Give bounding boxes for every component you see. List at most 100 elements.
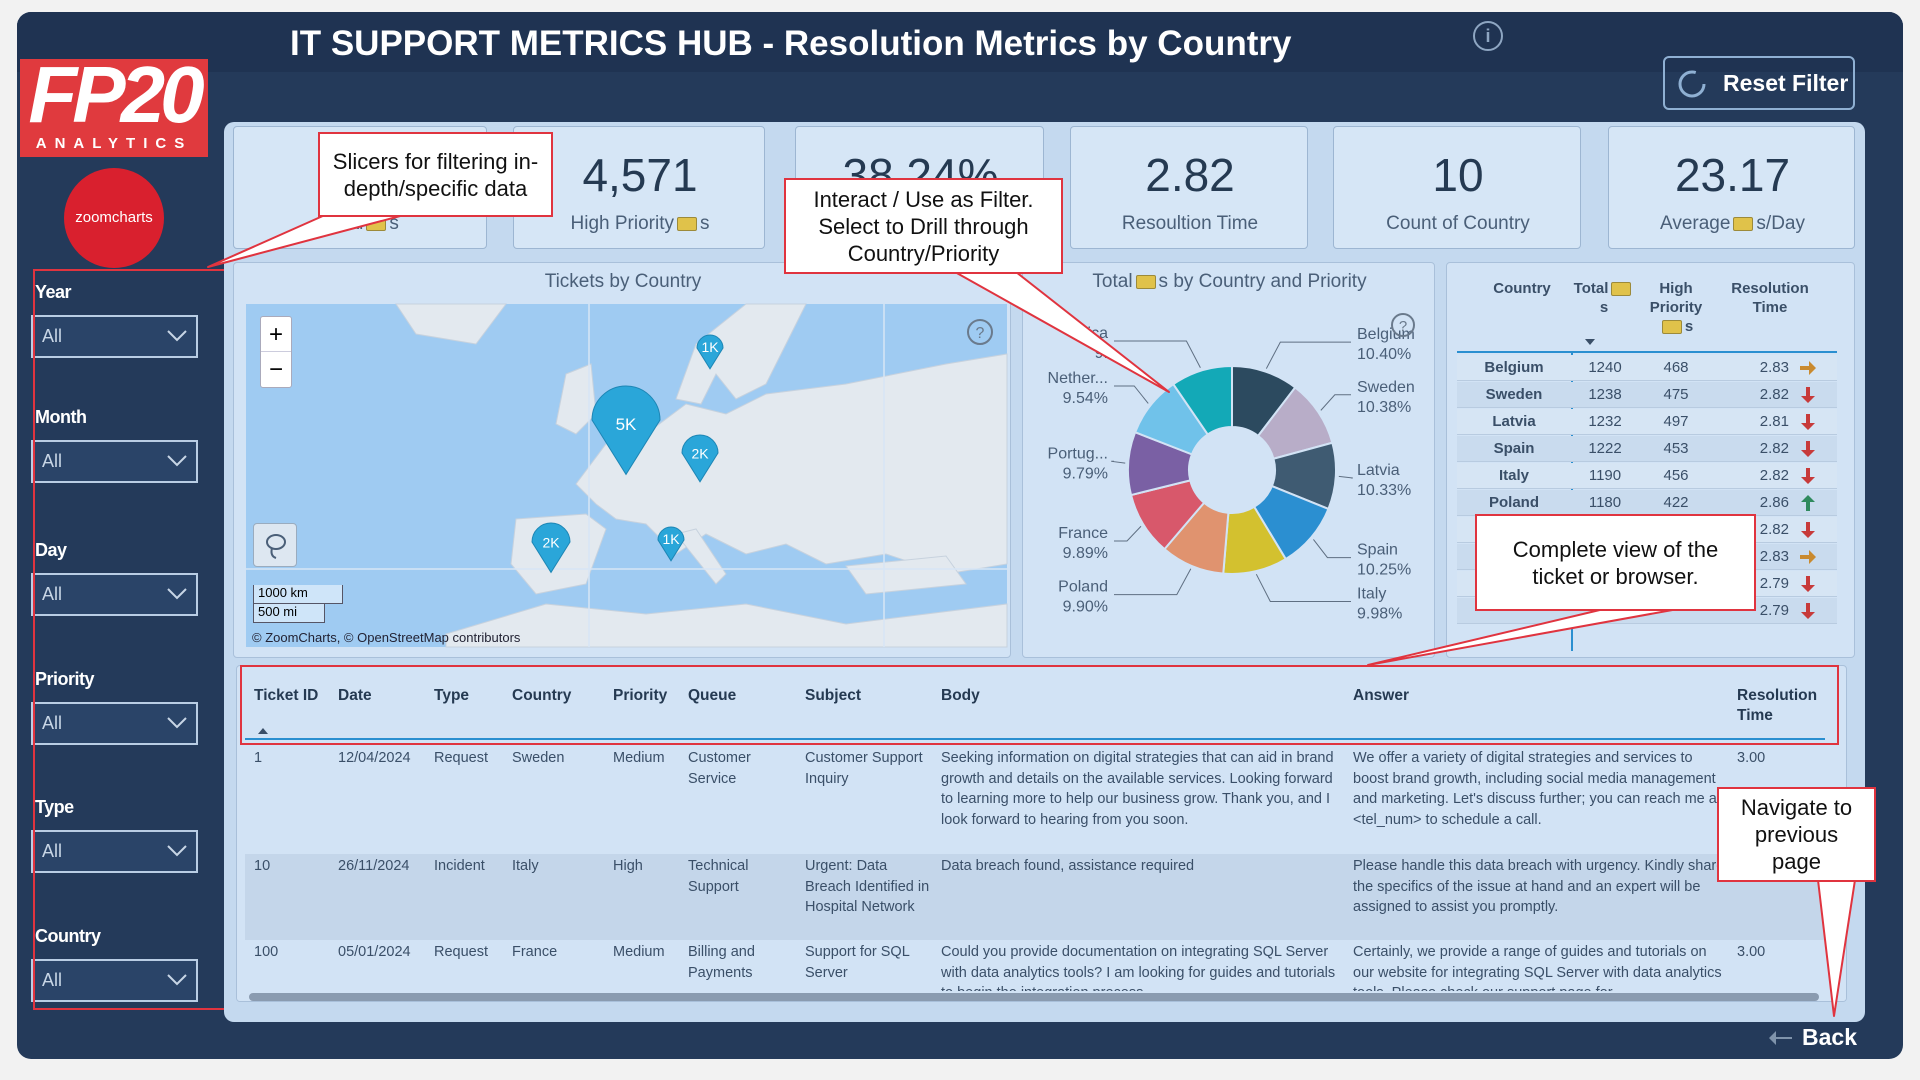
reset-button[interactable]: Reset Filter bbox=[1663, 56, 1855, 110]
cell-total: 1180 bbox=[1588, 494, 1622, 511]
lasso-button[interactable] bbox=[253, 523, 297, 567]
slice-name: Belgium bbox=[1357, 326, 1415, 343]
reset-icon-circle bbox=[1678, 70, 1706, 98]
sort-arrow bbox=[1585, 339, 1595, 345]
slicer-dropdown[interactable]: All bbox=[31, 440, 198, 483]
cell-country: Italy bbox=[1498, 467, 1529, 484]
label-text: Count of Country bbox=[1386, 213, 1530, 234]
slicer-value: All bbox=[42, 713, 63, 733]
slicer-dropdown[interactable]: All bbox=[31, 830, 198, 873]
ticket-cell: 05/01/2024 bbox=[338, 944, 411, 960]
pin-label: 2K bbox=[691, 445, 709, 461]
leader-line bbox=[1255, 573, 1351, 602]
trend-arrow bbox=[1801, 468, 1815, 484]
slice-name: Portug... bbox=[1048, 445, 1108, 462]
slicer-value: All bbox=[42, 970, 63, 990]
callout: Slicers for filtering in-depth/specific … bbox=[318, 132, 553, 217]
lasso-loop bbox=[266, 534, 286, 550]
map-pin[interactable]: 1K bbox=[696, 334, 724, 370]
leader-line bbox=[1111, 460, 1126, 464]
kpi-label: Count of Country bbox=[1334, 210, 1582, 238]
trend-shape bbox=[1801, 414, 1815, 430]
map-pin[interactable]: 1K bbox=[657, 526, 685, 562]
ticket-cell: Request bbox=[434, 944, 489, 960]
ticket-cell: 100 bbox=[254, 944, 279, 960]
donut-title: Total s by Country and Priority bbox=[1023, 271, 1436, 295]
th-ticket: Resolution Time bbox=[1737, 687, 1818, 724]
slicer-value: All bbox=[42, 584, 63, 604]
th-ticket: Answer bbox=[1353, 687, 1409, 704]
chevron-line bbox=[167, 717, 187, 729]
th-ticket: Ticket ID bbox=[254, 687, 319, 704]
zoom-in[interactable]: + bbox=[261, 317, 291, 352]
label-text: Average bbox=[1659, 213, 1731, 234]
chevron bbox=[167, 845, 187, 857]
map-africa bbox=[445, 603, 1008, 648]
label-text: s bbox=[389, 213, 399, 234]
table-row bbox=[1457, 463, 1837, 489]
slicer-dropdown[interactable]: All bbox=[31, 702, 198, 745]
callout: Interact / Use as Filter. Select to Dril… bbox=[784, 178, 1063, 274]
zoom-controls: + − bbox=[260, 316, 292, 388]
leader-line bbox=[1114, 525, 1142, 542]
ticket-cell: Support for SQL Server bbox=[805, 944, 910, 981]
slicer-value: All bbox=[42, 451, 63, 471]
zoom-out[interactable]: − bbox=[268, 356, 283, 383]
pin-shape bbox=[681, 434, 719, 483]
donut-slice[interactable] bbox=[1171, 364, 1233, 436]
cell-resolution: 2.86 bbox=[1759, 494, 1789, 511]
slicer-label: Country bbox=[35, 926, 101, 946]
th-country: Country bbox=[1493, 280, 1551, 297]
leader-line bbox=[1114, 385, 1149, 404]
trend-arrow bbox=[1801, 522, 1815, 538]
header-rule bbox=[245, 738, 1825, 740]
label-text: s bbox=[1599, 299, 1609, 316]
slicer-dropdown[interactable]: All bbox=[31, 573, 198, 616]
slice-name: Sweden bbox=[1357, 379, 1415, 396]
scrollbar[interactable] bbox=[249, 993, 1819, 1001]
map-pin[interactable]: 5K bbox=[591, 385, 661, 476]
slicer-label: Priority bbox=[35, 669, 95, 689]
chevron bbox=[167, 588, 187, 600]
kpi-value: 2.82 bbox=[1145, 149, 1235, 201]
cell-high: 453 bbox=[1663, 440, 1689, 457]
back-button[interactable]: Back bbox=[1766, 1020, 1876, 1054]
ticket-cell: Customer Service bbox=[688, 750, 751, 787]
th-ticket: Subject bbox=[805, 687, 861, 704]
chevron-line bbox=[167, 845, 187, 857]
back-arrow-shape bbox=[1769, 1031, 1792, 1045]
cell-resolution: 2.83 bbox=[1759, 359, 1789, 376]
slicer-dropdown[interactable]: All bbox=[31, 959, 198, 1002]
slice-value: 9.90% bbox=[1063, 599, 1108, 616]
kpi-card: 23.17 Average s/Day bbox=[1608, 126, 1855, 249]
help-circle bbox=[967, 319, 993, 345]
trend-arrow bbox=[1801, 414, 1815, 430]
cell-total: 1238 bbox=[1588, 386, 1622, 403]
callout-text: Slicers for filtering in-depth/specific … bbox=[332, 148, 539, 201]
pin-shape bbox=[657, 526, 685, 562]
slice-name: Italy bbox=[1357, 585, 1386, 602]
map-anatolia bbox=[845, 555, 967, 595]
table-row bbox=[1457, 382, 1837, 408]
back-text: Back bbox=[1802, 1024, 1857, 1050]
slice-name: Spain bbox=[1357, 542, 1398, 559]
callout-text: Complete view of the ticket or browser. bbox=[1512, 536, 1719, 589]
pin-label: 2K bbox=[542, 535, 560, 551]
kpi-label: Resoultion Time bbox=[1071, 210, 1309, 238]
map-pin[interactable]: 2K bbox=[531, 522, 571, 574]
ticket-cell: High bbox=[613, 858, 643, 874]
trend-shape bbox=[1801, 495, 1815, 511]
trend-shape bbox=[1801, 441, 1815, 457]
label-text: Total bbox=[1573, 280, 1609, 297]
cell-resolution: 2.81 bbox=[1759, 413, 1789, 430]
trend-shape bbox=[1801, 387, 1815, 403]
chevron-line bbox=[167, 588, 187, 600]
pin-label: 1K bbox=[662, 531, 680, 547]
slicer-dropdown[interactable]: All bbox=[31, 315, 198, 358]
cell-total: 1190 bbox=[1588, 467, 1622, 484]
cell-total: 1240 bbox=[1588, 359, 1622, 376]
map-pin[interactable]: 2K bbox=[681, 434, 719, 483]
callout-pointer bbox=[1817, 879, 1856, 1017]
chevron bbox=[167, 974, 187, 986]
cell-total: 1232 bbox=[1588, 413, 1622, 430]
